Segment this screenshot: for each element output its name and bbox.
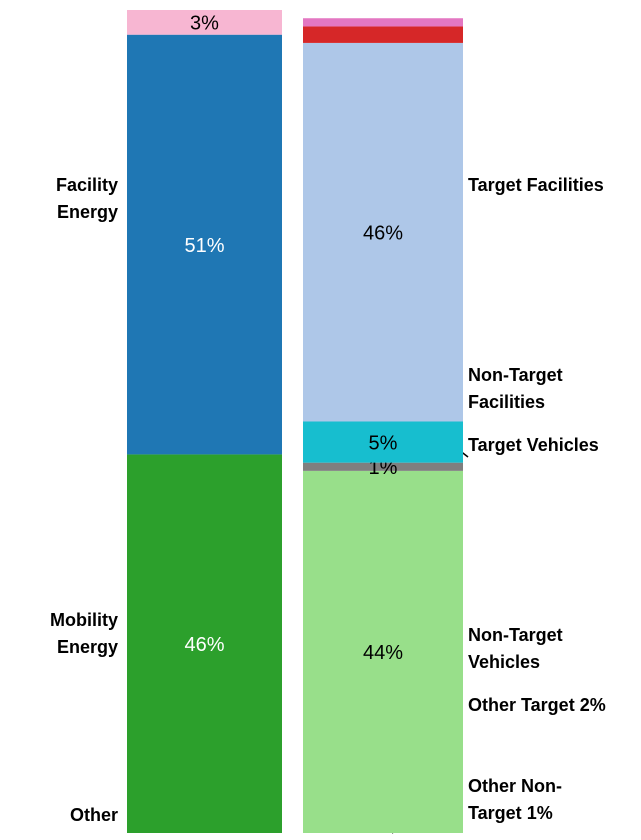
segment-name-label: Other Non-Target 1% [468,773,608,827]
segment-name-label: Non-Target Vehicles [468,622,608,676]
segment-name: Non-Target Vehicles [468,625,563,672]
bar-segment [127,454,282,833]
bar-segment [303,42,463,422]
segment-name: Mobility Energy [50,610,118,657]
bar-segment [303,26,463,43]
bar-segment [127,10,282,35]
segment-value-label: 5% [369,432,398,454]
segment-name: Non-Target Facilities [468,365,563,412]
segment-value-label: 3% [190,13,219,35]
segment-value-label: 46% [184,634,224,656]
segment-name: Other [69,805,118,825]
segment-name-label: Target Facilities [468,172,608,199]
segment-value-label: 2% [579,695,606,715]
segment-value-label: 44% [363,642,403,664]
segment-name: Facility Energy [55,175,118,222]
bar-segment [303,18,463,27]
segment-name: Target Vehicles [468,435,599,455]
bar-segment [303,470,463,833]
bar-segment [127,34,282,455]
segment-value-label: 1% [526,803,553,823]
segment-value-label: 51% [184,235,224,257]
segment-name: Other Target [468,695,575,715]
segment-name: Other Non-Target [468,776,562,823]
segment-name-label: Non-Target Facilities [468,362,608,416]
bar-segment [303,462,463,471]
bar-segment [303,421,463,463]
segment-name-label: Other [6,802,118,829]
segment-name-label: Facility Energy [6,172,118,226]
segment-name: Target Facilities [468,175,604,195]
segment-value-label: 46% [363,222,403,244]
segment-name-label: Target Vehicles [468,432,608,459]
segment-name-label: Mobility Energy [6,607,118,661]
segment-name-label: Other Target 2% [468,692,608,719]
